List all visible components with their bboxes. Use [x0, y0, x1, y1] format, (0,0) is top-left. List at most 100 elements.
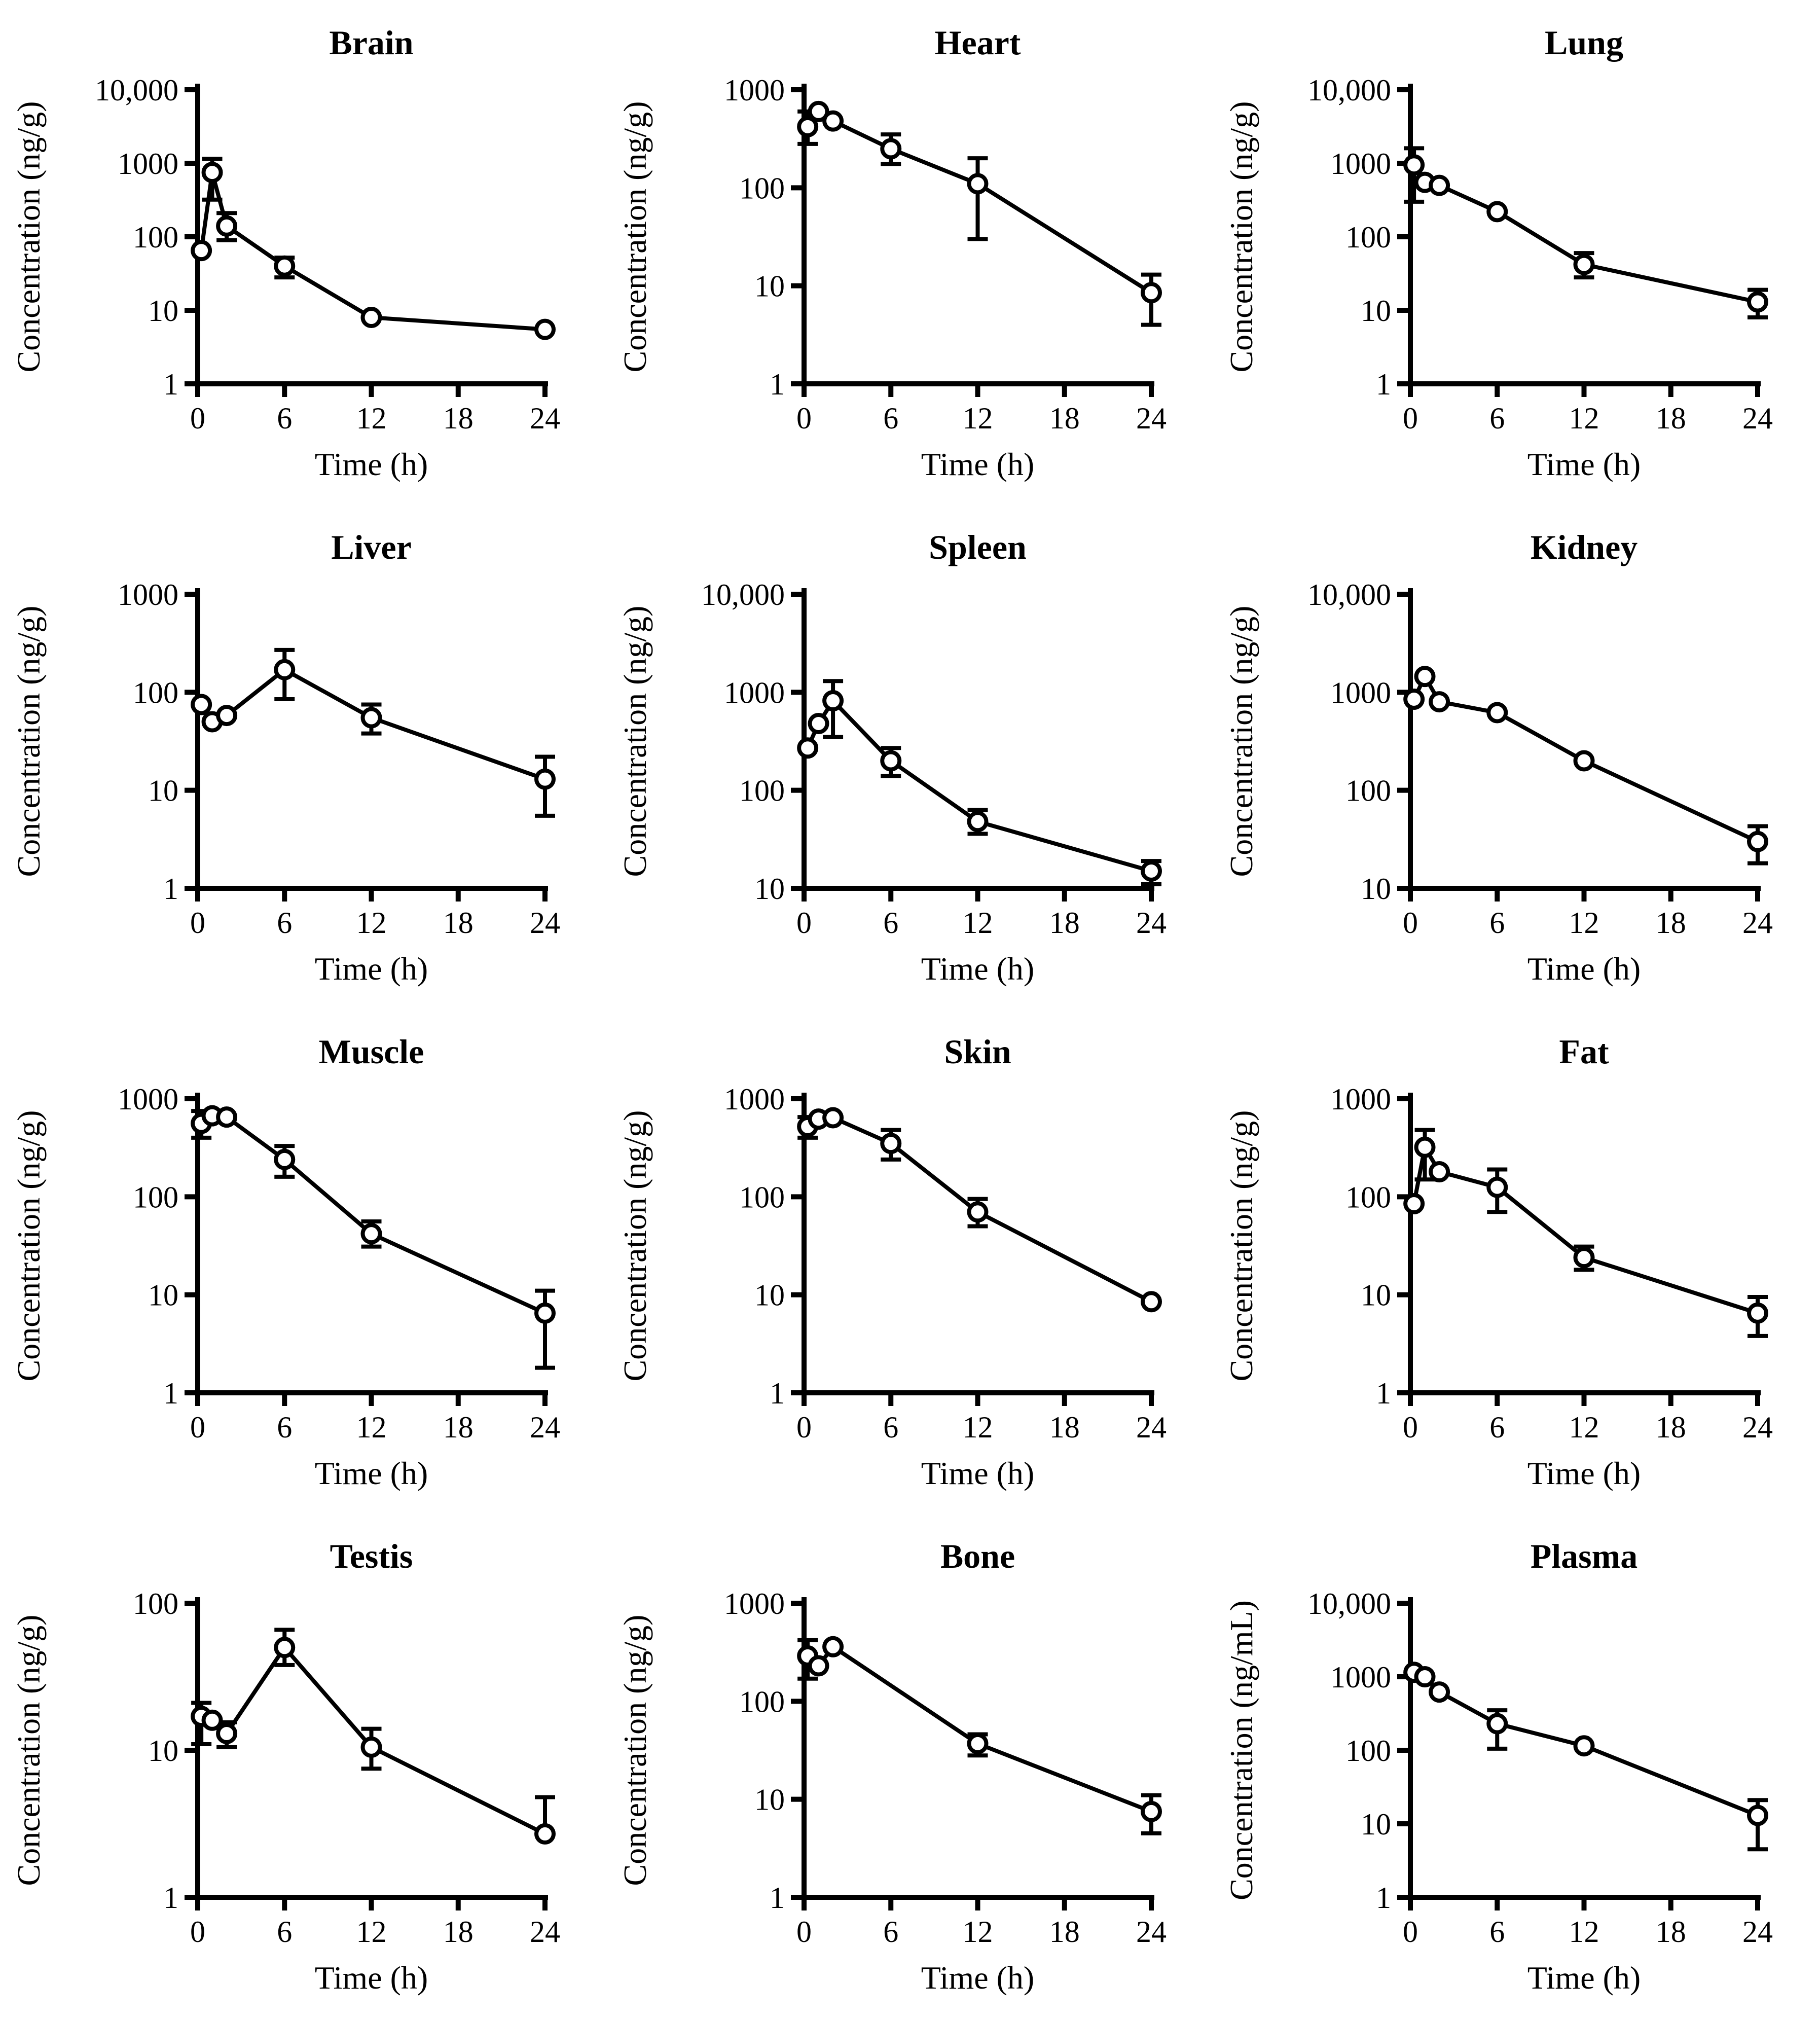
data-point	[808, 100, 829, 122]
data-point	[534, 1302, 556, 1324]
data-point	[360, 1223, 382, 1245]
y-tick-label: 1	[770, 1881, 785, 1915]
panel-liver: Liver 1 10 100 1000 0 6 12 18 24 Time (h) Concentra…	[0, 506, 606, 1010]
y-tick-label: 10	[148, 774, 178, 808]
x-tick-label: 0	[190, 1411, 205, 1444]
chart-svg: Fat 1 10 100 1000 0 6 12 18 24 Time (h) Concentrati…	[1223, 1032, 1773, 1491]
data-point	[191, 694, 212, 715]
chart-svg: Skin 1 10 100 1000 0 6 12 18 24 Time (h) Concentrat…	[617, 1032, 1167, 1491]
data-point	[967, 811, 989, 833]
x-axis-label: Time (h)	[921, 1960, 1034, 1996]
data-point	[967, 1201, 989, 1223]
data-point	[216, 705, 238, 727]
y-tick-label: 10	[754, 872, 785, 906]
panel-title: Heart	[935, 23, 1021, 62]
data-point	[191, 240, 212, 262]
chart-svg: Bone 1 10 100 1000 0 6 12 18 24 Time (h) Concentrat…	[617, 1537, 1167, 1996]
y-axis-label: Concentration (ng/g)	[11, 1110, 47, 1382]
panel-testis: Testis 1 10 100 0 6 12 18 24 Time (h) Concentratio…	[0, 1515, 606, 2019]
data-line	[1412, 164, 1758, 304]
panel-title: Brain	[329, 23, 413, 62]
y-tick-label: 10,000	[701, 578, 785, 611]
x-tick-label: 24	[1136, 1411, 1167, 1444]
x-tick-label: 18	[443, 1411, 474, 1444]
x-tick-label: 18	[1049, 1411, 1080, 1444]
panel-brain: Brain 1 10 100 1000 10,000 0 6 12 18 24 Time (h) Con…	[0, 1, 606, 506]
x-tick-label: 12	[963, 906, 993, 940]
chart-svg: Plasma 1 10 100 1000 10,000 0 6 12 18 24 Time (h) Co…	[1223, 1537, 1773, 1996]
data-point	[1414, 1666, 1436, 1687]
x-axis-label: Time (h)	[1527, 446, 1641, 482]
y-tick-label: 10	[1361, 872, 1391, 906]
x-tick-label: 6	[883, 906, 898, 940]
panel-title: Skin	[944, 1032, 1011, 1071]
data-point	[1486, 1713, 1508, 1735]
x-tick-label: 24	[1742, 402, 1773, 435]
y-tick-label: 100	[739, 171, 785, 205]
data-point	[797, 737, 819, 759]
panel-title: Liver	[331, 528, 412, 566]
chart-svg: Kidney 10 100 1000 10,000 0 6 12 18 24 Time (h) Con…	[1223, 528, 1773, 987]
x-tick-label: 0	[796, 1915, 812, 1949]
x-tick-label: 18	[443, 1915, 474, 1949]
panel-title: Testis	[330, 1537, 413, 1575]
data-point	[534, 1823, 556, 1845]
x-tick-label: 0	[1403, 906, 1418, 940]
x-tick-label: 18	[1049, 906, 1080, 940]
y-axis-label: Concentration (ng/g)	[617, 101, 653, 373]
x-tick-label: 18	[1049, 402, 1080, 435]
x-axis-label: Time (h)	[315, 951, 428, 987]
data-point	[274, 1637, 296, 1659]
data-point	[1747, 831, 1768, 852]
data-point	[274, 1148, 296, 1170]
x-axis-label: Time (h)	[1527, 1455, 1641, 1491]
panel-title: Muscle	[319, 1032, 424, 1071]
x-axis-label: Time (h)	[921, 1455, 1034, 1491]
panel-lung: Lung 1 10 100 1000 10,000 0 6 12 18 24 Time (h) Conc…	[1213, 1, 1819, 506]
data-point	[1141, 1800, 1162, 1822]
y-tick-label: 100	[1345, 221, 1391, 254]
x-tick-label: 18	[443, 906, 474, 940]
data-point	[1573, 750, 1595, 772]
y-tick-label: 100	[1345, 1734, 1391, 1768]
chart-svg: Lung 1 10 100 1000 10,000 0 6 12 18 24 Time (h) Conc…	[1223, 23, 1773, 482]
data-point	[1403, 154, 1425, 176]
data-point	[822, 1107, 844, 1129]
y-tick-label: 1000	[1330, 147, 1391, 181]
x-tick-label: 12	[1569, 906, 1599, 940]
x-tick-label: 0	[190, 1915, 205, 1949]
x-tick-label: 6	[277, 402, 292, 435]
x-tick-label: 24	[530, 402, 560, 435]
y-tick-label: 10	[1361, 294, 1391, 328]
x-tick-label: 24	[530, 906, 560, 940]
panel-title: Kidney	[1531, 528, 1638, 566]
y-tick-label: 1	[1376, 1377, 1391, 1410]
data-point	[1486, 1176, 1508, 1198]
y-axis-label: Concentration (ng/g)	[617, 1615, 653, 1886]
x-tick-label: 6	[883, 1411, 898, 1444]
data-point	[1414, 1136, 1436, 1158]
y-tick-label: 10	[148, 1734, 178, 1768]
data-point	[822, 110, 844, 132]
data-point	[1747, 1805, 1768, 1826]
x-tick-label: 18	[1049, 1915, 1080, 1949]
x-tick-label: 24	[1136, 402, 1167, 435]
data-point	[360, 707, 382, 729]
x-tick-label: 0	[796, 402, 812, 435]
x-tick-label: 0	[190, 906, 205, 940]
chart-svg: Brain 1 10 100 1000 10,000 0 6 12 18 24 Time (h) Con…	[11, 23, 560, 482]
x-tick-label: 6	[277, 906, 292, 940]
y-tick-label: 10	[754, 1279, 785, 1312]
x-tick-label: 6	[277, 1915, 292, 1949]
panel-spleen: Spleen 10 100 1000 10,000 0 6 12 18 24 Time (h) Con…	[606, 506, 1213, 1010]
y-tick-label: 1	[1376, 368, 1391, 401]
y-axis-label: Concentration (ng/g)	[617, 606, 653, 877]
y-tick-label: 1000	[1330, 1083, 1391, 1116]
x-tick-label: 12	[963, 402, 993, 435]
data-point	[274, 659, 296, 680]
x-tick-label: 6	[1489, 1915, 1505, 1949]
x-tick-label: 6	[1489, 1411, 1505, 1444]
x-tick-label: 18	[1656, 402, 1686, 435]
data-point	[534, 768, 556, 790]
x-axis-label: Time (h)	[1527, 1960, 1641, 1996]
